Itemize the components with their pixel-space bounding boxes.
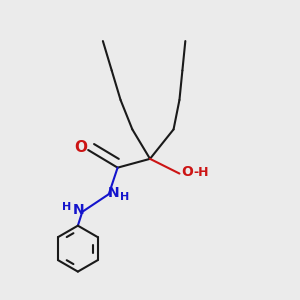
Text: N: N bbox=[72, 203, 84, 218]
Text: O: O bbox=[74, 140, 87, 155]
Text: O: O bbox=[181, 165, 193, 179]
Text: H: H bbox=[62, 202, 72, 212]
Text: N: N bbox=[107, 186, 119, 200]
Text: -H: -H bbox=[193, 166, 208, 178]
Text: H: H bbox=[120, 191, 130, 202]
